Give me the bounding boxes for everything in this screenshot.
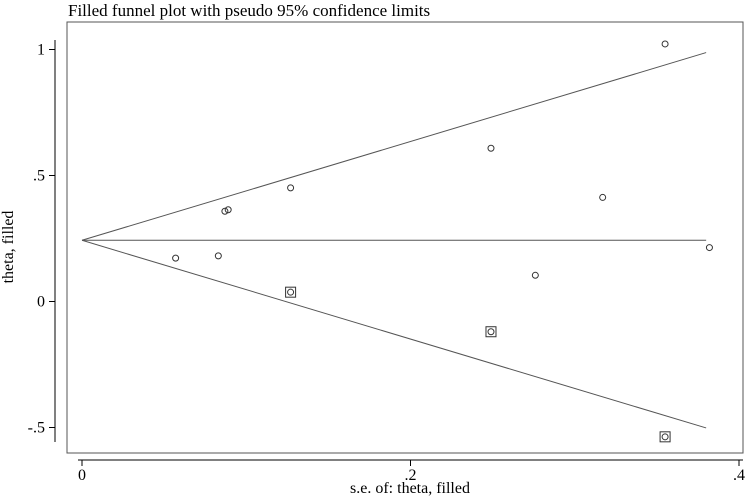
study-marker xyxy=(487,328,495,336)
chart-title: Filled funnel plot with pseudo 95% confi… xyxy=(68,1,431,20)
filled-study-marker xyxy=(659,431,671,443)
x-tick-label: 0 xyxy=(78,467,86,484)
data-points xyxy=(172,40,713,443)
y-axis: -.5 0 .5 1 xyxy=(28,40,56,442)
study-marker xyxy=(487,144,495,152)
filled-study-marker xyxy=(485,326,497,338)
lower-confidence-limit xyxy=(81,239,707,429)
study-marker xyxy=(214,252,222,260)
study-marker xyxy=(599,193,607,201)
y-tick-label: -.5 xyxy=(28,420,45,437)
study-marker xyxy=(287,184,295,192)
filled-study-marker xyxy=(285,286,297,298)
study-marker xyxy=(661,433,669,441)
x-axis-label: s.e. of: theta, filled xyxy=(350,480,470,497)
study-marker xyxy=(531,271,539,279)
study-marker xyxy=(221,207,229,215)
study-marker xyxy=(224,206,232,214)
pseudo-confidence-limits xyxy=(81,52,707,429)
x-tick-label: .4 xyxy=(733,467,745,484)
upper-confidence-limit xyxy=(81,52,707,241)
y-axis-label: theta, filled xyxy=(0,211,17,284)
study-marker xyxy=(705,244,713,252)
study-marker xyxy=(661,40,669,48)
y-tick-label: .5 xyxy=(33,168,45,185)
y-tick-label: 0 xyxy=(37,294,45,311)
y-tick-label: 1 xyxy=(37,42,45,59)
study-marker xyxy=(287,288,295,296)
x-axis: 0 .2 .4 xyxy=(78,459,745,484)
x-tick-label: .2 xyxy=(405,467,417,484)
study-marker xyxy=(172,254,180,262)
plot-frame xyxy=(66,21,744,454)
